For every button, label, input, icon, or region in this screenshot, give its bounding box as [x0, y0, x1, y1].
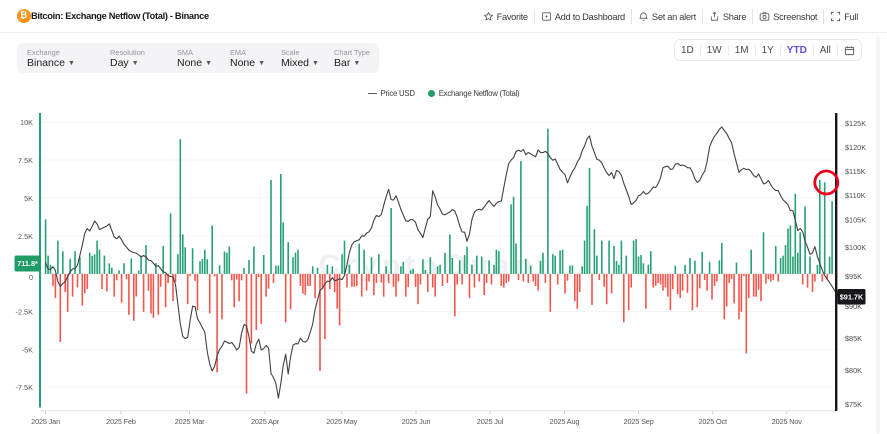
svg-text:$120K: $120K	[845, 143, 866, 152]
svg-text:$125K: $125K	[845, 119, 866, 128]
svg-text:$80K: $80K	[845, 366, 862, 375]
svg-text:-7.5K: -7.5K	[16, 383, 34, 392]
svg-text:2025 Feb: 2025 Feb	[106, 417, 136, 426]
svg-text:2.5K: 2.5K	[18, 232, 33, 241]
svg-text:$75K: $75K	[845, 400, 862, 409]
svg-text:2025 Nov: 2025 Nov	[772, 417, 803, 426]
svg-text:-5K: -5K	[22, 346, 33, 355]
svg-text:2025 May: 2025 May	[326, 417, 357, 426]
svg-text:2025 Jun: 2025 Jun	[402, 417, 431, 426]
svg-text:2025 Aug: 2025 Aug	[550, 417, 580, 426]
svg-text:711.8*: 711.8*	[17, 259, 38, 268]
svg-text:2025 Jan: 2025 Jan	[31, 417, 60, 426]
svg-text:2025 Apr: 2025 Apr	[251, 417, 280, 426]
svg-text:$90K: $90K	[845, 302, 862, 311]
svg-text:$110K: $110K	[845, 191, 866, 200]
svg-text:$105K: $105K	[845, 216, 866, 225]
svg-text:5K: 5K	[24, 194, 33, 203]
svg-text:$85K: $85K	[845, 334, 862, 343]
svg-text:2025 Sep: 2025 Sep	[624, 417, 654, 426]
svg-text:0: 0	[29, 273, 33, 282]
svg-text:7.5K: 7.5K	[18, 156, 33, 165]
svg-text:2025 Mar: 2025 Mar	[175, 417, 205, 426]
svg-text:2025 Oct: 2025 Oct	[698, 417, 727, 426]
svg-text:-2.5K: -2.5K	[16, 308, 34, 317]
svg-text:$115K: $115K	[845, 167, 866, 176]
svg-text:$91.7K: $91.7K	[840, 293, 864, 302]
svg-text:10K: 10K	[20, 118, 33, 127]
svg-text:$95K: $95K	[845, 272, 862, 281]
svg-text:$100K: $100K	[845, 243, 866, 252]
svg-text:2025 Jul: 2025 Jul	[477, 417, 504, 426]
